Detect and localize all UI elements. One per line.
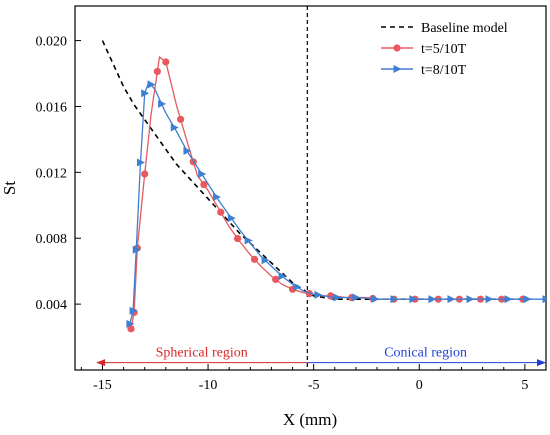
legend-label: Baseline model xyxy=(421,21,508,36)
data-point xyxy=(183,146,192,155)
data-point xyxy=(153,67,161,76)
data-point xyxy=(409,295,418,304)
series-0 xyxy=(101,40,532,300)
series-1 xyxy=(127,55,532,333)
x-tick-label: 0 xyxy=(416,378,423,393)
plot-frame xyxy=(74,5,547,371)
data-point xyxy=(170,123,179,132)
x-tick-label: 5 xyxy=(521,378,528,393)
data-point xyxy=(261,256,270,265)
region-arrow-head xyxy=(96,359,106,367)
data-point xyxy=(272,275,280,284)
legend: Baseline model t=5/10T t=8/10T xyxy=(381,21,508,78)
data-point xyxy=(198,170,207,178)
region-label: Conical region xyxy=(384,346,467,361)
data-point xyxy=(447,295,456,304)
legend-label: t=5/10T xyxy=(421,42,467,57)
data-point xyxy=(177,115,185,123)
x-tick-label: -10 xyxy=(199,378,218,393)
data-point xyxy=(542,295,546,304)
data-point xyxy=(371,295,380,304)
y-tick-label: 0.016 xyxy=(36,100,68,115)
data-point xyxy=(213,193,222,202)
data-point xyxy=(136,158,145,167)
data-point xyxy=(127,325,135,333)
data-point xyxy=(250,255,259,263)
data-point xyxy=(200,180,208,189)
y-tick-label: 0.020 xyxy=(36,35,68,50)
data-point xyxy=(293,282,302,291)
data-point xyxy=(217,208,225,216)
data-point xyxy=(126,319,135,328)
data-point xyxy=(278,272,287,281)
region-label: Spherical region xyxy=(156,346,248,361)
data-point xyxy=(162,58,170,66)
legend-label: t=8/10T xyxy=(421,63,467,78)
region-annotations: Spherical region Conical region xyxy=(96,346,546,367)
data-point xyxy=(227,214,236,223)
legend-marker xyxy=(393,65,402,73)
y-tick-label: 0.008 xyxy=(36,232,68,247)
data-point xyxy=(234,234,242,243)
data-point xyxy=(129,306,138,315)
data-point xyxy=(523,295,532,304)
data-point xyxy=(147,80,156,89)
data-point xyxy=(428,295,437,304)
series-line xyxy=(101,40,532,300)
data-point xyxy=(485,295,494,304)
data-point xyxy=(352,293,361,302)
data-point xyxy=(244,236,253,245)
legend-marker xyxy=(393,44,401,52)
y-axis-title: St xyxy=(0,181,19,195)
x-axis-title: X (mm) xyxy=(283,410,337,429)
data-point xyxy=(504,295,513,304)
data-point xyxy=(314,290,323,299)
data-point xyxy=(132,245,141,254)
ticks-layer: -15 -10 -5 0 5 0.004 0.008 0.012 0.016 0.020 xyxy=(36,35,547,393)
series-layer xyxy=(101,40,546,333)
data-point xyxy=(466,295,475,304)
x-tick-label: -5 xyxy=(308,378,320,393)
region-arrow-head xyxy=(537,359,546,367)
y-tick-label: 0.004 xyxy=(36,298,68,313)
x-tick-label: -15 xyxy=(93,378,112,393)
series-2 xyxy=(126,80,546,328)
series-line xyxy=(130,55,532,329)
data-point xyxy=(333,293,342,302)
data-point xyxy=(390,295,399,304)
data-point xyxy=(141,89,150,98)
y-tick-label: 0.012 xyxy=(36,166,68,181)
data-point xyxy=(141,170,149,178)
data-point xyxy=(158,99,167,108)
series-line xyxy=(129,80,546,325)
